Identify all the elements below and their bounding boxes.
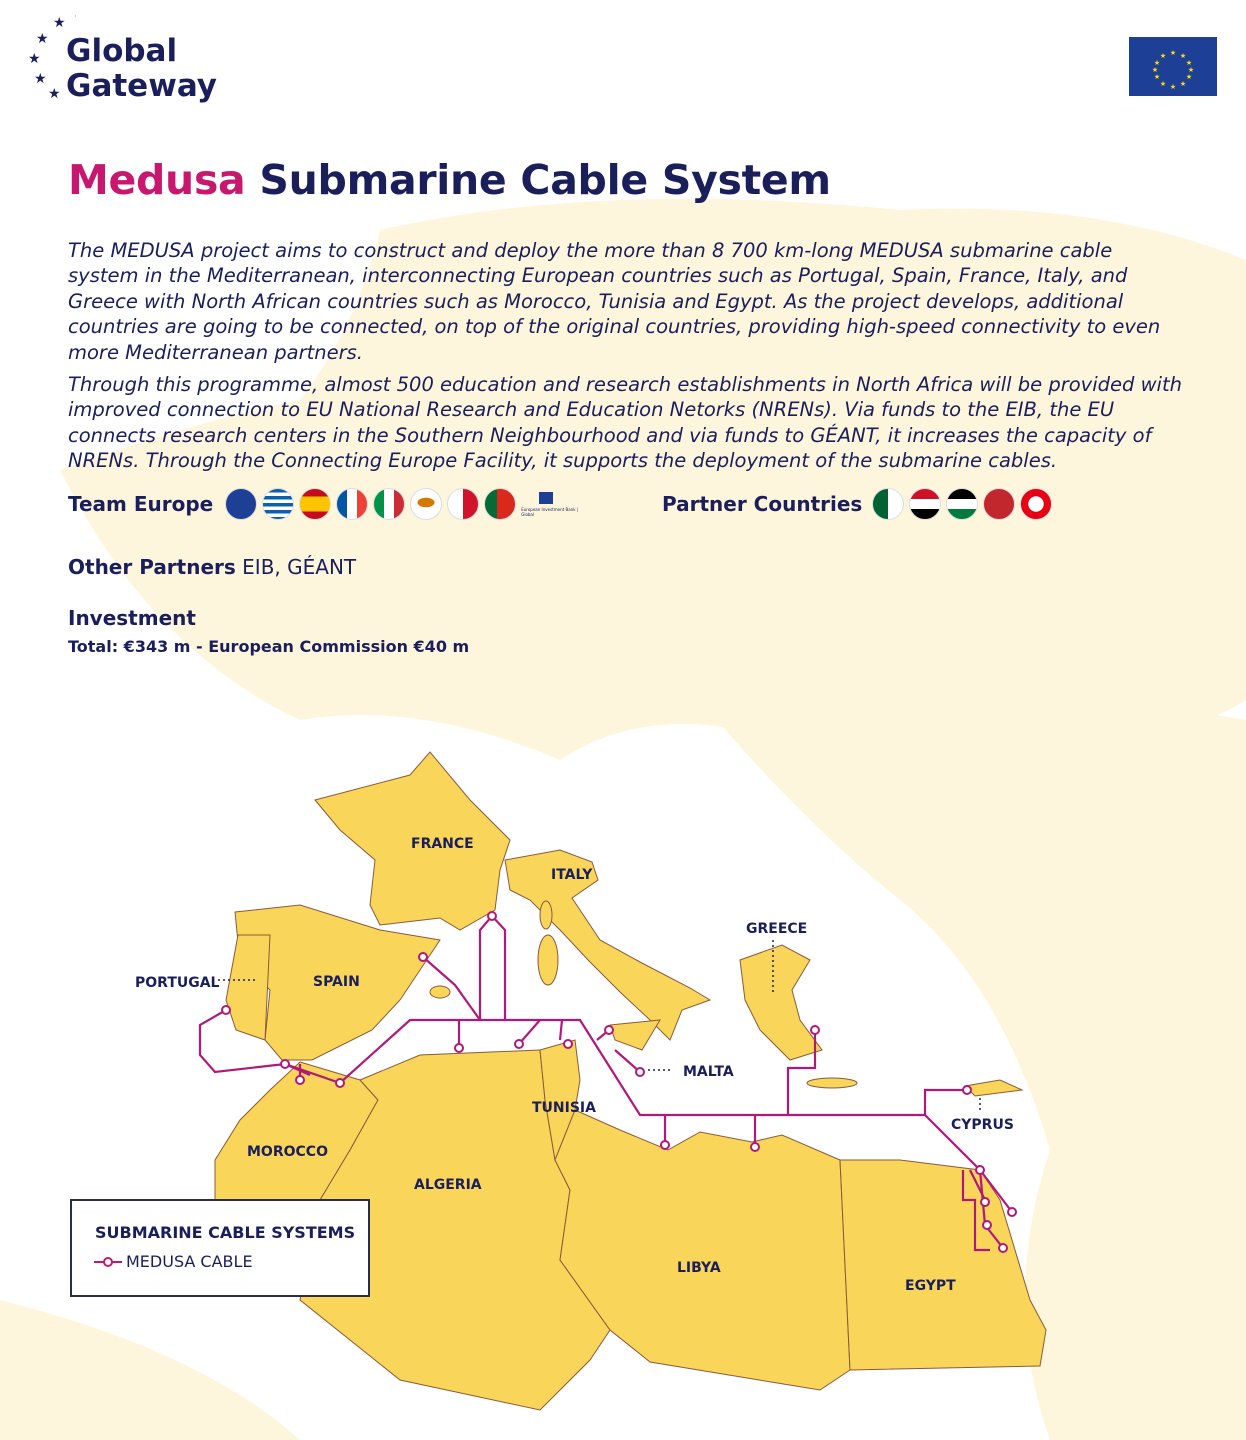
label-france: FRANCE: [411, 836, 474, 852]
svg-text:★: ★: [1170, 83, 1176, 91]
team-europe-row: Team Europe European Investment Bank | G…: [68, 488, 579, 520]
morocco-flag-icon: [983, 488, 1016, 520]
intro-text: The MEDUSA project aims to construct and…: [68, 238, 1188, 481]
svg-text:★: ★: [53, 15, 66, 31]
partner-countries-row: Partner Countries: [662, 488, 1053, 520]
italy-flag-icon: [373, 488, 406, 520]
svg-text:★: ★: [1180, 80, 1186, 88]
label-libya: LIBYA: [677, 1260, 721, 1276]
svg-text:★: ★: [1180, 52, 1186, 60]
corsica-shape: [539, 900, 553, 930]
label-spain: SPAIN: [313, 974, 360, 990]
svg-text:★: ★: [34, 71, 47, 87]
cable-egypt-loop: [961, 1169, 990, 1252]
label-morocco: MOROCCO: [247, 1144, 328, 1160]
egypt-flag-icon: [909, 488, 942, 520]
jordan-flag-icon: [946, 488, 979, 520]
intro-paragraph-1: The MEDUSA project aims to construct and…: [68, 239, 1161, 364]
partner-countries-label: Partner Countries: [662, 492, 863, 516]
svg-text:★: ★: [1170, 49, 1176, 57]
malta-flag-icon: [447, 488, 480, 520]
other-partners-value: EIB, GÉANT: [242, 555, 357, 579]
label-italy: ITALY: [551, 867, 593, 883]
svg-text:★: ★: [1186, 59, 1192, 67]
label-egypt: EGYPT: [905, 1278, 956, 1294]
label-greece: GREECE: [746, 921, 807, 937]
svg-text:★: ★: [74, 10, 76, 26]
crete-shape: [806, 1077, 858, 1089]
egypt-shape: [839, 1159, 1047, 1371]
eu-flag-icon: [225, 488, 258, 520]
svg-text:★: ★: [1160, 52, 1166, 60]
team-europe-label: Team Europe: [68, 492, 214, 516]
tunisia-flag-icon: [1020, 488, 1053, 520]
svg-text:★: ★: [1188, 66, 1194, 74]
other-partners-label: Other Partners: [68, 555, 236, 579]
france-shape: [314, 751, 511, 931]
libya-shape: [554, 1109, 851, 1391]
sardinia-shape: [537, 934, 559, 986]
portugal-flag-icon: [484, 488, 517, 520]
spain-shape: [234, 904, 441, 1061]
title-highlight: Medusa: [68, 156, 246, 204]
cyprus-flag-icon: [410, 488, 443, 520]
logo-text-global: Global: [66, 33, 178, 69]
title-rest: Submarine Cable System: [259, 156, 831, 204]
greece-shape: [739, 944, 823, 1061]
logo-text-gateway: Gateway: [66, 68, 218, 104]
other-partners: Other Partners EIB, GÉANT: [68, 555, 356, 579]
greece-flag-icon: [262, 488, 295, 520]
label-tunisia: TUNISIA: [532, 1100, 596, 1116]
portugal-shape: [225, 934, 271, 1041]
svg-text:★: ★: [28, 51, 41, 67]
svg-text:★: ★: [1186, 73, 1192, 81]
svg-text:★: ★: [1160, 80, 1166, 88]
label-portugal: PORTUGAL: [135, 975, 220, 991]
legend-item-label: MEDUSA CABLE: [126, 1252, 253, 1271]
svg-text:★: ★: [1152, 66, 1158, 74]
algeria-flag-icon: [872, 488, 905, 520]
spain-flag-icon: [299, 488, 332, 520]
eib-logo: European Investment Bank | Global: [521, 488, 579, 520]
france-flag-icon: [336, 488, 369, 520]
cyprus-shape: [963, 1079, 1024, 1097]
legend-title: SUBMARINE CABLE SYSTEMS: [95, 1223, 356, 1242]
label-cyprus: CYPRUS: [951, 1117, 1014, 1133]
svg-text:★: ★: [1154, 59, 1160, 67]
eu-flag-icon: ★ ★ ★ ★ ★ ★ ★ ★ ★ ★ ★ ★: [1129, 37, 1217, 96]
stars-icon: ★★★ ★★★ ★★: [28, 10, 76, 102]
investment-value: Total: €343 m - European Commission €40 …: [68, 637, 470, 656]
investment-heading: Investment: [68, 606, 196, 630]
label-malta: MALTA: [683, 1064, 734, 1080]
balearic-shape: [429, 985, 451, 999]
legend-item-medusa: MEDUSA CABLE: [94, 1252, 253, 1271]
global-gateway-logo: ★★★ ★★★ ★★ Global Gateway: [26, 6, 236, 106]
intro-paragraph-2: Through this programme, almost 500 educa…: [68, 373, 1182, 473]
label-algeria: ALGERIA: [414, 1177, 482, 1193]
svg-text:★: ★: [36, 31, 49, 47]
svg-text:★: ★: [1154, 73, 1160, 81]
svg-text:★: ★: [48, 86, 61, 102]
italy-shape: [504, 849, 712, 1041]
sicily-shape: [609, 1019, 661, 1051]
map-legend: SUBMARINE CABLE SYSTEMS MEDUSA CABLE: [70, 1199, 370, 1297]
page-title: Medusa Submarine Cable System: [68, 156, 831, 204]
cable-line-icon: [94, 1256, 122, 1267]
